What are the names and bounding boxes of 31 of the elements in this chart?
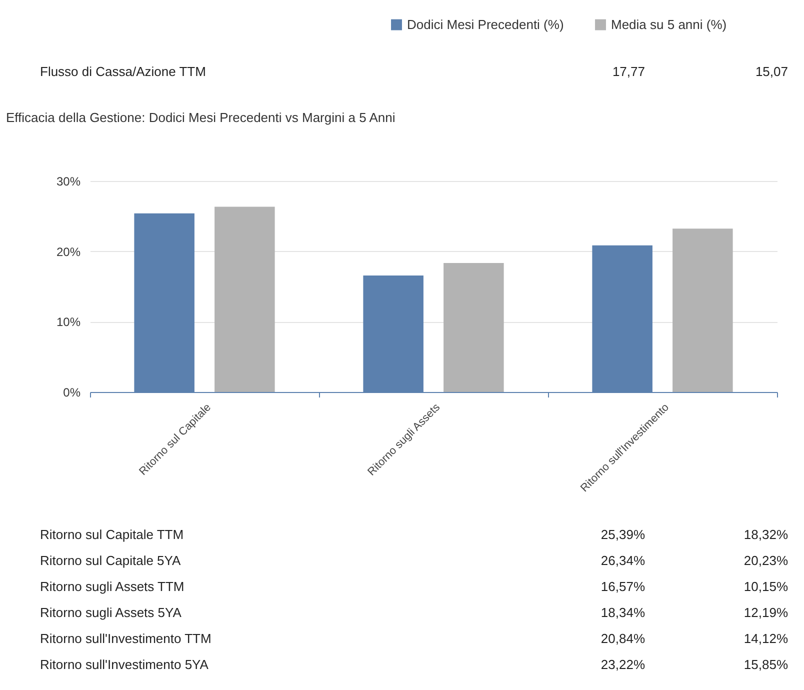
text: 18,34% [600, 605, 646, 620]
text: Ritorno sugli Assets TTM [40, 579, 184, 594]
y-tick-label: 10% [56, 315, 81, 330]
bar [214, 206, 275, 392]
text: 17,77 [612, 64, 645, 79]
legend-label: Media su 5 anni (%) [611, 16, 727, 32]
text: Ritorno sugli Assets 5YA [40, 605, 182, 620]
text: Ritorno sul Capitale TTM [40, 527, 184, 542]
text: 10,15% [744, 579, 788, 594]
text: 20,23% [744, 553, 788, 568]
legend-label: Dodici Mesi Precedenti (%) [407, 16, 564, 32]
y-tick-label: 20% [56, 244, 81, 259]
text: Ritorno sull'Investimento 5YA [40, 657, 209, 672]
text: Flusso di Cassa/Azione TTM [40, 64, 206, 79]
text: 16,57% [600, 579, 646, 594]
bar [672, 228, 733, 392]
text: 26,34% [600, 553, 646, 568]
chart-title: Efficacia della Gestione: Dodici Mesi Precedenti vs Margini a 5 Anni [6, 110, 396, 125]
text: 20,84% [600, 631, 646, 646]
bar [444, 263, 504, 392]
text: 25,39% [600, 527, 646, 542]
text: 14,12% [744, 631, 788, 646]
text: Ritorno sull'Investimento TTM [40, 631, 212, 646]
text: 15,07 [755, 64, 788, 79]
y-tick-label: 30% [56, 174, 81, 188]
text: 12,19% [744, 605, 788, 620]
y-tick-label: 0% [63, 386, 81, 400]
text: 15,85% [744, 657, 788, 672]
text: 18,32% [744, 527, 788, 542]
text: 23,22% [600, 657, 646, 672]
text: Ritorno sul Capitale 5YA [40, 553, 181, 568]
